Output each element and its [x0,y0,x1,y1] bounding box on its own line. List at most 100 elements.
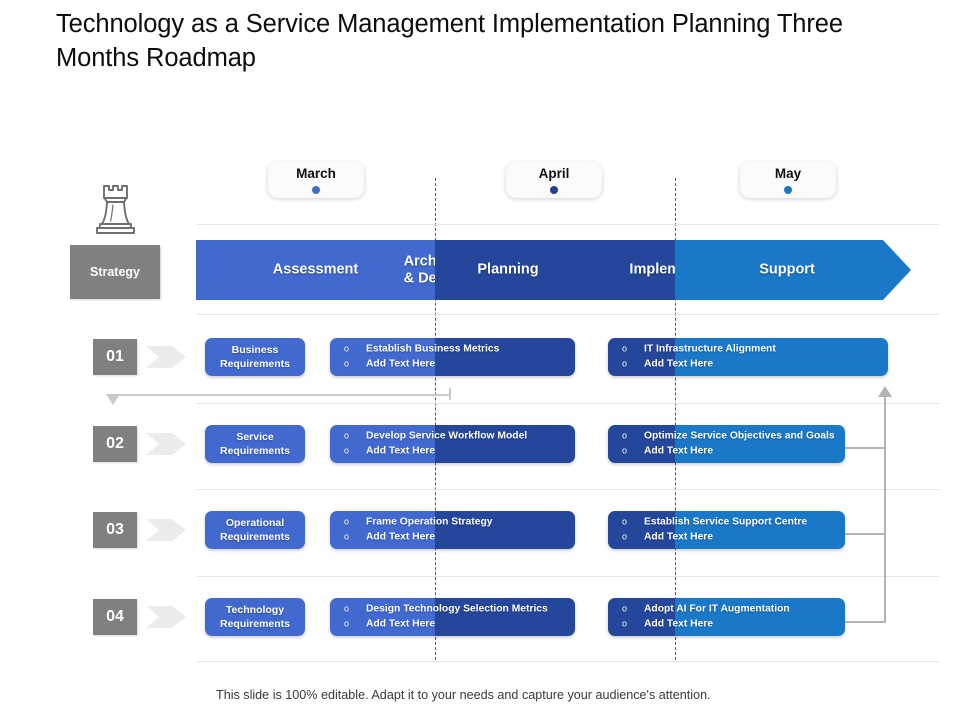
row-right-bullet-04-1: Adopt AI For IT Augmentation [644,603,790,615]
row-mid-bullet-03-2: Add Text Here [366,531,436,542]
strategy-label: Strategy [89,265,141,279]
month-label-march: March [296,166,336,181]
row-separator-top [196,224,940,225]
row-right-bar-02[interactable]: o Optimize Service Objectives and Goals o… [608,425,845,463]
row-mid-bullets-02: o Develop Service Workflow Model o Add Tex… [344,429,527,458]
row-number-label-02: 02 [106,435,124,452]
bullet-marker: o [344,343,350,354]
timeline-divider-march-april [435,178,436,660]
row-right-bullet-01-1: IT Infrastructure Alignment [644,343,776,355]
row-mid-bullet-01-1: Establish Business Metrics [366,343,500,355]
row-right-bullet-02-1: Optimize Service Objectives and Goals [644,430,835,442]
row-mid-bullet-01-2: Add Text Here [366,358,436,369]
page-title: Technology as a Service Management Imple… [56,10,843,72]
row-mid-bullet-02-2: Add Text Here [366,445,436,456]
row-number-01: 01 [93,339,137,375]
row-mid-bullet-04-2: Add Text Here [366,618,436,629]
collector-branch-04 [845,621,885,623]
bullet-marker: o [344,516,350,527]
row-mid-bullet-02-1: Develop Service Workflow Model [366,430,528,442]
row-mid-bar-02[interactable]: o Develop Service Workflow Model o Add Tex… [330,425,575,463]
row-left-bar-02[interactable]: Service Requirements [205,425,305,463]
row-mid-bullets-01: o Establish Business Metrics o Add Text He… [344,342,499,371]
bullet-marker: o [344,531,350,541]
row-left-bar-03[interactable]: Operational Requirements [205,511,305,549]
row-right-bullet-02-2: Add Text Here [644,445,714,456]
bullet-marker: o [344,445,350,455]
row-right-bar-04[interactable]: o Adopt AI For IT Augmentation o Add Text … [608,598,845,636]
bullet-marker: o [622,358,628,368]
row-right-bullet-03-2: Add Text Here [644,531,714,542]
row-number-label-03: 03 [106,521,124,538]
row-number-04: 04 [93,599,137,635]
row-right-bar-01[interactable]: o IT Infrastructure Alignment o Add Text H… [608,338,888,376]
row-mid-bullet-03-1: Frame Operation Strategy [366,516,493,528]
phase-label-support: Support [759,261,815,278]
phase-banner-arrowhead [883,240,911,300]
row-right-bullets-03: o Establish Service Support Centre o Add T… [622,515,807,544]
feedback-arrow-riser [449,388,451,400]
chess-rook-icon [86,180,144,238]
row-left-bar-01[interactable]: Business Requirements [205,338,305,376]
row-mid-bar-03[interactable]: o Frame Operation Strategy o Add Text Here [330,511,575,549]
feedback-arrow-head [106,394,120,405]
month-pill-may[interactable]: May [740,162,836,198]
row-right-bullet-04-2: Add Text Here [644,618,714,629]
row-right-bullet-03-1: Establish Service Support Centre [644,516,808,528]
collector-vertical-line [884,396,886,623]
row-chevron-01 [146,342,188,372]
row-left-bar-04[interactable]: Technology Requirements [205,598,305,636]
row-number-02: 02 [93,426,137,462]
row-left-label-04: Technology Requirements [219,603,291,630]
row-left-label-03: Operational Requirements [219,516,291,543]
phase-banner: Assessment Architect & Design Planning I… [196,240,911,300]
row-number-label-01: 01 [106,348,124,365]
row-mid-bar-04[interactable]: o Design Technology Selection Metrics o Ad… [330,598,575,636]
row-number-03: 03 [93,512,137,548]
row-number-label-04: 04 [106,608,124,625]
phase-segment-assessment[interactable]: Assessment [196,240,435,300]
bullet-marker: o [622,343,628,354]
bullet-marker: o [622,516,628,527]
row-left-label-02: Service Requirements [219,430,291,457]
row-separator-1 [196,314,940,315]
row-right-bullets-04: o Adopt AI For IT Augmentation o Add Text … [622,602,790,631]
row-mid-bullets-04: o Design Technology Selection Metrics o Ad… [344,602,548,631]
row-right-bullets-02: o Optimize Service Objectives and Goals o… [622,429,835,458]
bullet-marker: o [622,618,628,628]
row-chevron-03 [146,515,188,545]
phase-label-assessment: Assessment [272,261,359,278]
feedback-arrow-line [113,394,451,396]
collector-arrow-head [878,386,892,397]
bullet-marker: o [344,603,350,614]
phase-segment-support[interactable]: Support [675,240,883,300]
month-pill-march[interactable]: March [268,162,364,198]
row-separator-3 [196,489,940,490]
bullet-marker: o [344,358,350,368]
row-mid-bar-01[interactable]: o Establish Business Metrics o Add Text He… [330,338,575,376]
month-dot-march [312,186,320,194]
bullet-marker: o [622,445,628,455]
bullet-marker: o [622,603,628,614]
row-chevron-02 [146,429,188,459]
strategy-box: Strategy [70,245,160,299]
row-separator-bottom [196,661,940,662]
row-right-bar-03[interactable]: o Establish Service Support Centre o Add T… [608,511,845,549]
row-left-label-01: Business Requirements [219,343,291,370]
row-separator-4 [196,576,940,577]
row-mid-bullets-03: o Frame Operation Strategy o Add Text Here [344,515,492,544]
bullet-marker: o [344,430,350,441]
month-label-may: May [774,166,802,181]
collector-branch-02 [845,447,885,449]
bullet-marker: o [344,618,350,628]
month-pill-april[interactable]: April [506,162,602,198]
footer-note: This slide is 100% editable. Adapt it to… [216,688,711,702]
phase-segment-planning[interactable]: Planning [435,240,675,300]
bullet-marker: o [622,430,628,441]
phase-label-planning: Planning [477,261,539,278]
month-dot-april [550,186,558,194]
row-right-bullet-01-2: Add Text Here [644,358,714,369]
month-dot-may [784,186,792,194]
timeline-divider-april-may [675,178,676,660]
